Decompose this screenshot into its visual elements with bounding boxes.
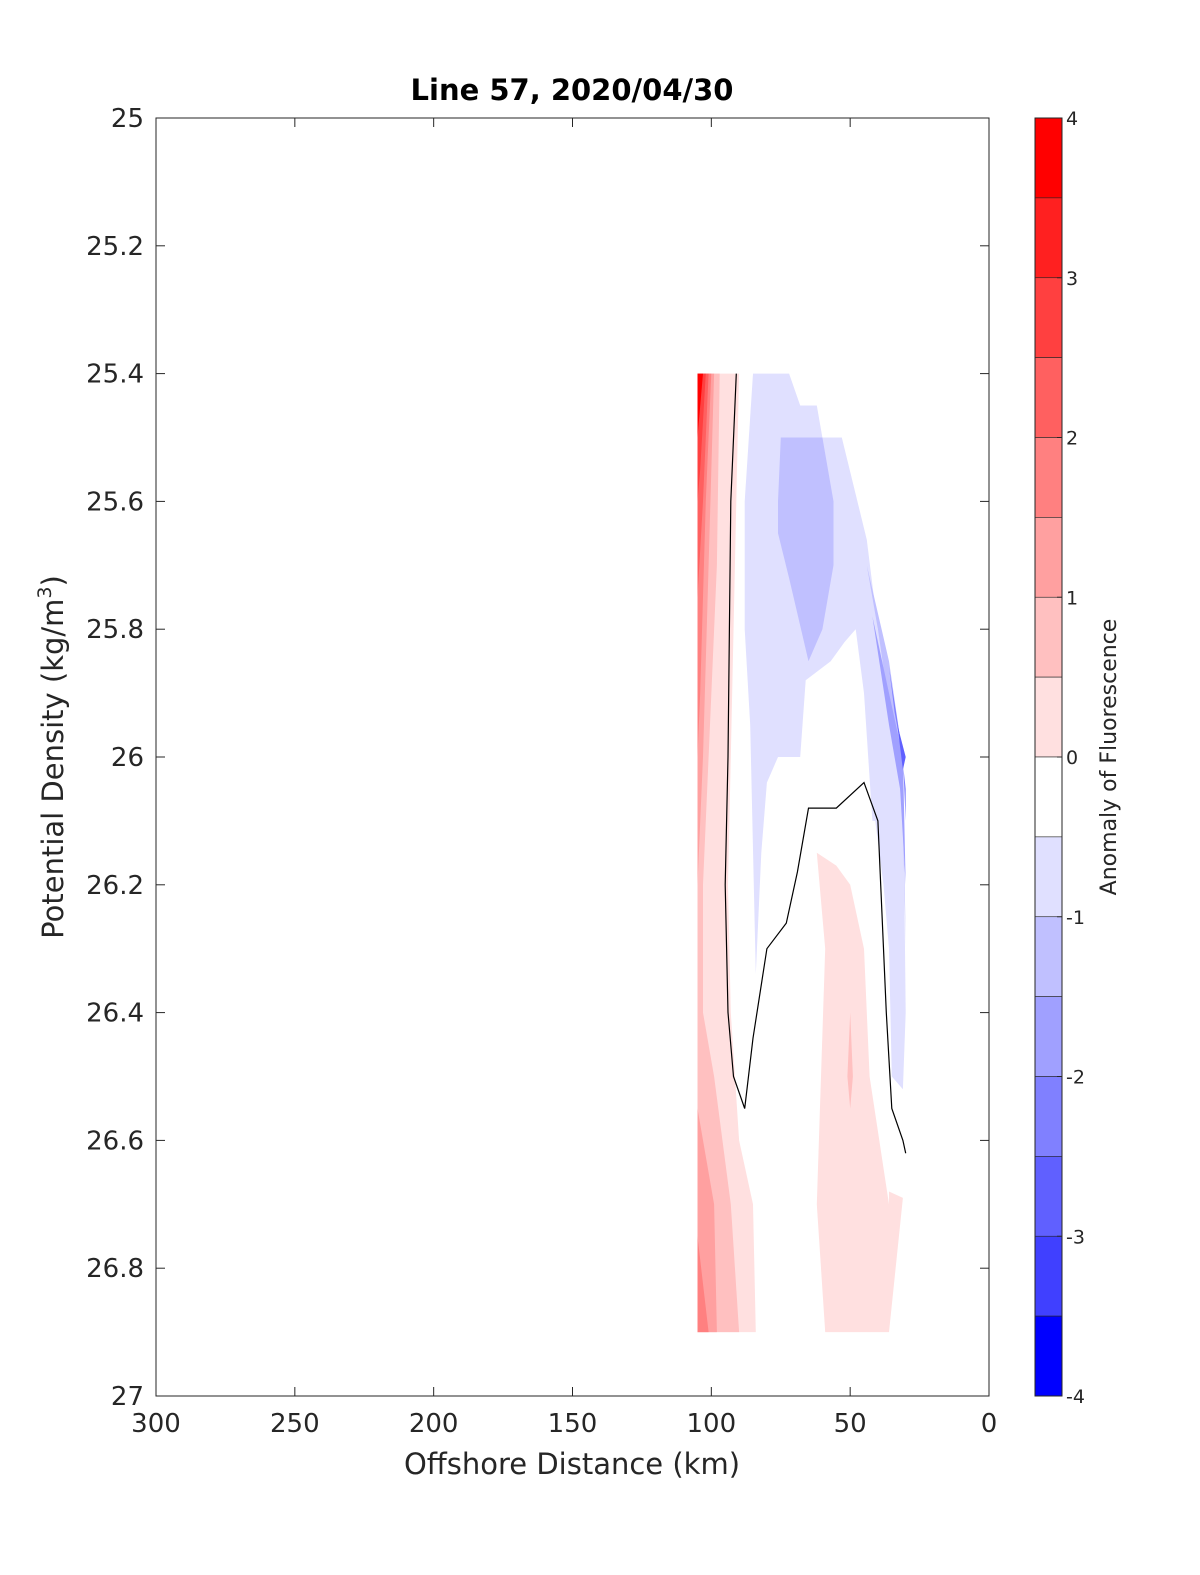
y-tick-label: 26.8: [86, 1254, 144, 1284]
colorbar-band: [1034, 596, 1063, 678]
colorbar-tick-label: 1: [1066, 587, 1078, 609]
y-tick-label: 25.6: [86, 487, 144, 517]
y-tick-label: 25: [111, 104, 144, 134]
contour-line-layer: [724, 373, 907, 1154]
contour-region-3: [697, 1108, 717, 1333]
colorbar-band: [1034, 836, 1063, 918]
x-axis-label: Offshore Distance (km): [404, 1447, 740, 1481]
y-axis-ticks: 25 25.2 25.4 25.6 25.8 26 26.2 26.4 26.6 26.8 27: [86, 104, 989, 1412]
x-tick-label: 100: [687, 1409, 737, 1439]
colorbar-tick-label: -3: [1066, 1226, 1085, 1248]
y-tick-label: 25.4: [86, 360, 144, 390]
contour-region-8: [697, 373, 703, 438]
y-tick-label: 25.2: [86, 232, 144, 262]
x-tick-label: 200: [409, 1409, 459, 1439]
colorbar-band: [1034, 197, 1063, 279]
y-axis-label-main: Potential Density (kg/m: [36, 599, 70, 939]
colorbar-band: [1034, 277, 1063, 358]
x-tick-label: 50: [834, 1409, 867, 1439]
colorbar-band: [1034, 1156, 1063, 1237]
y-tick-label: 26: [111, 743, 144, 773]
y-tick-label: 27: [111, 1382, 144, 1412]
colorbar-band: [1034, 437, 1063, 518]
colorbar-band: [1034, 1076, 1063, 1157]
colorbar-tick-label: 0: [1066, 747, 1078, 769]
contour-region-10: [889, 1191, 903, 1333]
contour-region-13: [778, 437, 834, 662]
colorbar-band: [1034, 676, 1063, 758]
x-tick-label: 150: [548, 1409, 598, 1439]
colorbar-tick-label: 3: [1066, 268, 1078, 290]
contour-region-9: [816, 852, 889, 1333]
x-tick-label: 0: [981, 1409, 998, 1439]
y-axis-label-suffix: ): [36, 575, 70, 586]
colorbar-tick-label: 2: [1066, 428, 1078, 450]
y-axis-label: Potential Density (kg/m3): [34, 575, 70, 939]
colorbar-label: Anomaly of Fluorescence: [1097, 619, 1122, 896]
colorbar-band: [1034, 1235, 1063, 1317]
contour-region-11: [847, 1012, 853, 1109]
plot-area: 300 250 200 150 100 50 0 2525.225.425.625.8262…: [86, 104, 997, 1439]
y-tick-label: 25.8: [86, 615, 144, 645]
colorbar-tick-label: -1: [1066, 907, 1085, 929]
x-tick-label: 250: [270, 1409, 320, 1439]
y-axis-label-superscript: 3: [34, 586, 56, 598]
colorbar-band: [1034, 117, 1063, 199]
colorbar-band: [1034, 517, 1063, 598]
colorbar: 4 3 2 1 0 -1 -2 -3 -4 Anomaly of Fluorescence: [1034, 108, 1122, 1408]
colorbar-tick-label: -4: [1066, 1386, 1085, 1408]
colorbar-ticks: 4 3 2 1 0 -1 -2 -3 -4: [1057, 108, 1085, 1408]
colorbar-band: [1034, 357, 1063, 438]
colorbar-band: [1034, 916, 1063, 997]
x-axis-ticks: 300 250 200 150 100 50 0: [131, 118, 997, 1439]
colorbar-band: [1034, 756, 1063, 838]
colorbar-tick-label: -2: [1066, 1067, 1085, 1089]
contour-region-15: [872, 616, 906, 885]
contour-fill-layer: [697, 373, 906, 1333]
contour-region-1: [697, 373, 740, 1333]
chart-title: Line 57, 2020/04/30: [411, 73, 734, 107]
y-tick-label: 26.6: [86, 1126, 144, 1156]
y-tick-label: 26.2: [86, 871, 144, 901]
colorbar-swatches: [1034, 117, 1063, 1397]
y-tick-label: 26.4: [86, 999, 144, 1029]
colorbar-band: [1034, 1315, 1063, 1397]
colorbar-tick-label: 4: [1066, 108, 1078, 130]
contour-region-17: [897, 725, 906, 770]
contour-region-5: [697, 1236, 709, 1333]
x-tick-label: 300: [131, 1409, 181, 1439]
colorbar-band: [1034, 996, 1063, 1077]
contour-line-0: [724, 373, 907, 1154]
